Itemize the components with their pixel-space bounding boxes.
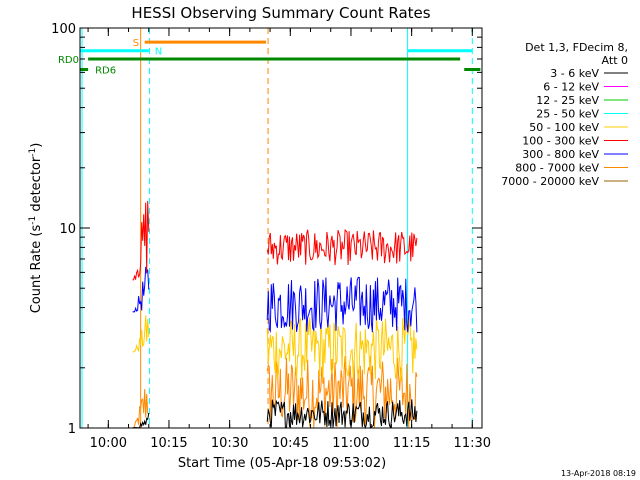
x-tick-label: 10:30 — [211, 436, 248, 451]
y-axis-label: Count Rate (s-1 detector-1) — [28, 143, 44, 314]
legend-entry-label: 3 - 6 keV — [550, 67, 599, 80]
legend-entry-label: 25 - 50 keV — [536, 108, 599, 121]
flag-bars: S N RD0 RD6 — [58, 38, 481, 77]
series-line — [266, 355, 418, 428]
series-line — [132, 389, 150, 429]
x-axis-label: Start Time (05-Apr-18 09:53:02) — [178, 456, 386, 471]
legend-entry-label: 300 - 800 keV — [522, 148, 599, 161]
x-tick-label: 11:30 — [454, 436, 491, 451]
legend-entry-label: 800 - 7000 keV — [515, 162, 599, 175]
y-tick-label: 1 — [68, 422, 76, 437]
legend-entry-label: 6 - 12 keV — [543, 81, 599, 94]
series-line — [132, 200, 150, 281]
series-line — [132, 266, 150, 313]
x-tick-label: 10:00 — [90, 436, 127, 451]
x-tick-label: 10:15 — [150, 436, 187, 451]
flag-label-rd6: RD6 — [95, 66, 116, 77]
flag-label-n: N — [155, 47, 162, 58]
x-tick-label: 11:00 — [332, 436, 369, 451]
flag-label-s: S — [133, 38, 139, 49]
axes: 10:00 10:15 10:30 10:45 11:00 11:15 11:30 1 10 10… — [51, 22, 491, 451]
legend-header-2: Att 0 — [602, 54, 628, 67]
plot-area — [81, 28, 473, 430]
series-line — [266, 276, 418, 333]
series-line — [266, 399, 418, 430]
flag-label-rd0: RD0 — [58, 55, 79, 66]
legend-header: Det 1,3, FDecim 8, — [525, 41, 628, 54]
x-tick-label: 11:15 — [393, 436, 430, 451]
series-line — [266, 229, 418, 266]
legend-entry-label: 7000 - 20000 keV — [501, 175, 599, 188]
chart-title: HESSI Observing Summary Count Rates — [131, 4, 430, 22]
legend-entry-label: 50 - 100 keV — [529, 121, 599, 134]
legend-entry-label: 12 - 25 keV — [536, 94, 599, 107]
x-tick-label: 10:45 — [272, 436, 309, 451]
y-tick-label: 100 — [51, 22, 76, 37]
footer-date: 13-Apr-2018 08:19 — [561, 469, 636, 478]
series-line — [132, 315, 150, 353]
series-line — [266, 317, 418, 382]
legend-entry-label: 100 - 300 keV — [522, 135, 599, 148]
y-tick-label: 10 — [59, 222, 76, 237]
